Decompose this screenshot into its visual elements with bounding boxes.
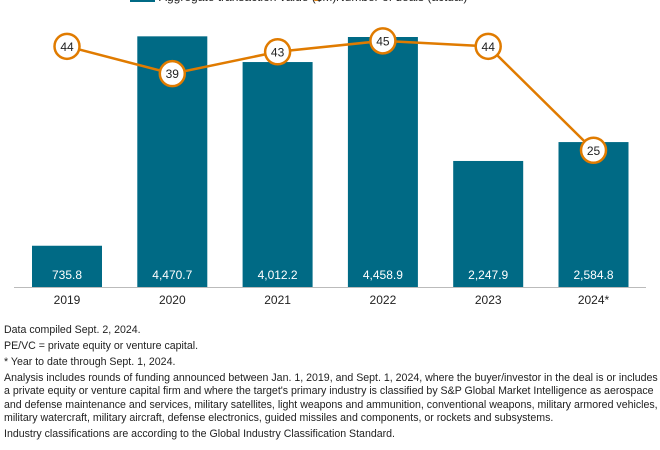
x-tick-label: 2020	[159, 293, 186, 307]
bar-value-label: 4,458.9	[363, 268, 403, 282]
bar-value-label: 4,012.2	[258, 268, 298, 282]
deal-marker	[579, 136, 608, 164]
legend-bar-swatch	[130, 0, 155, 2]
bar-2023	[453, 160, 524, 287]
deal-marker	[474, 32, 502, 61]
bar-value-label: 4,470.7	[152, 268, 192, 282]
x-tick-label: 2022	[370, 293, 397, 307]
note-analysis: Analysis includes rounds of funding anno…	[4, 372, 658, 425]
x-tick-label: 2019	[54, 293, 81, 307]
bar-value-label: 2,584.8	[573, 268, 613, 282]
x-tick-label: 2023	[475, 293, 502, 307]
bar-2024*	[558, 142, 629, 287]
bar-2022	[347, 37, 418, 287]
deal-marker	[53, 32, 81, 61]
x-tick-label: 2021	[264, 293, 291, 307]
note-ytd: * Year to date through Sept. 1, 2024.	[4, 356, 176, 368]
deal-value-label: 45	[376, 34, 390, 48]
deal-marker	[369, 27, 397, 55]
deal-marker	[158, 59, 187, 88]
deal-marker	[263, 38, 292, 66]
deal-value-label: 44	[60, 40, 74, 54]
bar-2019	[32, 245, 102, 287]
x-tick-label: 2024*	[578, 293, 610, 307]
bar-2021	[242, 62, 313, 288]
deal-value-label: 44	[482, 40, 496, 54]
deal-value-label: 39	[166, 67, 180, 81]
bar-value-label: 735.8	[52, 268, 82, 282]
deals-line	[66, 39, 595, 152]
deal-value-label: 43	[271, 45, 285, 59]
legend-line-marker	[313, 0, 319, 1]
legend-bar-label: Aggregate transaction value ($M)	[159, 0, 336, 4]
note-classification: Industry classifications are according t…	[4, 428, 395, 441]
legend-line-label: Number of deals (actual)	[336, 0, 467, 4]
footnotes: Data compiled Sept. 2, 2024. PE/VC = pri…	[4, 324, 660, 444]
note-pevc: PE/VC = private equity or venture capita…	[4, 340, 199, 352]
deal-value-label: 25	[587, 144, 601, 158]
note-compiled: Data compiled Sept. 2, 2024.	[4, 324, 141, 336]
combo-chart: Aggregate transaction value ($M)Number o…	[14, 0, 646, 307]
bar-value-label: 2,247.9	[468, 268, 508, 282]
